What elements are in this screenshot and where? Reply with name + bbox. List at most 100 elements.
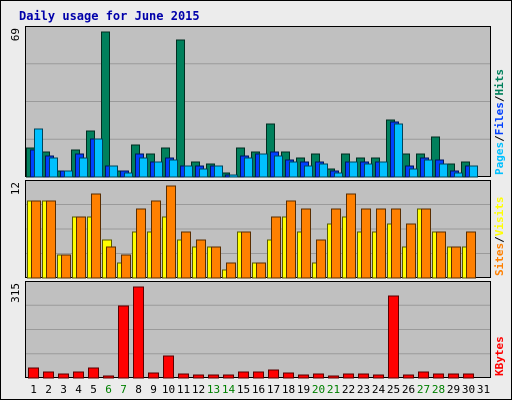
bar-pages-day-6 (109, 165, 118, 178)
bar-kbytes-day-27 (418, 371, 429, 379)
x-tick-label: 3 (60, 383, 67, 396)
bar-pages-day-25 (394, 123, 403, 178)
legend-separator: / (493, 95, 506, 102)
x-tick-label: 16 (252, 383, 265, 396)
bar-pages-day-7 (124, 172, 133, 178)
bar-kbytes-day-25 (388, 295, 399, 379)
bar-sites-day-13 (211, 246, 221, 279)
bar-kbytes-day-5 (88, 367, 99, 379)
x-axis-labels: 1 2 3 4 5 6 7 8 9 10 11 12 13 14 15 16 17 18 19 20 21 22 23 24 2… (30, 383, 490, 396)
bar-pages-day-5 (94, 138, 103, 178)
panel-hits-files-pages: 69 Pages/Files/Hits (9, 26, 506, 178)
bar-kbytes-day-13 (208, 374, 219, 379)
legend-visits-sites: Sites/Visits (493, 197, 506, 277)
bar-kbytes-day-30 (463, 373, 474, 379)
legend-hits-files-pages: Pages/Files/Hits (493, 69, 506, 175)
x-tick-label: 13 (207, 383, 220, 396)
bar-sites-day-17 (271, 216, 281, 279)
bar-kbytes-day-9 (148, 372, 159, 379)
bar-pages-day-19 (304, 165, 313, 178)
bar-sites-day-9 (151, 200, 161, 279)
bar-kbytes-day-12 (193, 374, 204, 379)
bar-sites-day-11 (181, 231, 191, 279)
bar-sites-day-20 (316, 239, 326, 279)
bar-pages-day-26 (409, 168, 418, 178)
bar-sites-day-2 (46, 200, 56, 279)
legend-entry-kbytes: KBytes (493, 336, 506, 376)
x-tick-label: 24 (372, 383, 386, 396)
bar-pages-day-22 (349, 161, 358, 178)
bar-pages-day-9 (154, 161, 163, 178)
bar-sites-day-10 (166, 185, 176, 279)
x-tick-label: 31 (477, 383, 490, 396)
bar-sites-day-23 (361, 208, 371, 279)
bar-kbytes-day-24 (373, 374, 384, 379)
y-max-label: 315 (9, 283, 22, 303)
x-tick-label: 6 (105, 383, 112, 396)
bar-kbytes-day-4 (73, 371, 84, 379)
bar-pages-day-15 (244, 157, 253, 178)
x-tick-label: 9 (150, 383, 157, 396)
bar-kbytes-day-3 (58, 373, 69, 379)
bar-kbytes-day-23 (358, 373, 369, 379)
bar-pages-day-14 (229, 174, 238, 178)
bar-sites-day-28 (436, 231, 446, 279)
bar-pages-day-23 (364, 163, 373, 178)
bar-sites-day-30 (466, 231, 476, 279)
chart-title: Daily usage for June 2015 (19, 9, 200, 23)
y-max-label: 12 (9, 182, 22, 195)
bar-pages-day-28 (439, 163, 448, 178)
x-tick-label: 29 (447, 383, 460, 396)
bar-kbytes-day-7 (118, 305, 129, 379)
legend-entry-sites: Sites (493, 243, 506, 276)
bar-sites-day-4 (76, 216, 86, 279)
bar-pages-day-29 (454, 172, 463, 178)
bar-sites-day-26 (406, 223, 416, 279)
bar-kbytes-day-26 (403, 374, 414, 379)
bar-pages-day-21 (334, 172, 343, 178)
bar-sites-day-7 (121, 254, 131, 279)
bar-sites-day-1 (31, 200, 41, 279)
x-tick-label: 4 (75, 383, 82, 396)
bar-kbytes-day-14 (223, 374, 234, 379)
x-tick-label: 11 (177, 383, 190, 396)
panel-visits-sites: 12 Sites/Visits (9, 180, 506, 279)
legend-separator: / (493, 135, 506, 142)
bar-kbytes-day-10 (163, 355, 174, 379)
bar-pages-day-4 (79, 157, 88, 178)
legend-kbytes: KBytes (493, 336, 506, 376)
bar-sites-day-18 (286, 200, 296, 279)
bar-pages-day-27 (424, 159, 433, 178)
bar-pages-day-2 (49, 157, 58, 178)
bar-pages-day-12 (199, 168, 208, 178)
bar-kbytes-day-18 (283, 372, 294, 379)
bar-kbytes-day-22 (343, 373, 354, 379)
bar-pages-day-3 (64, 170, 73, 178)
bar-hits-day-11 (176, 39, 185, 178)
bar-sites-day-8 (136, 208, 146, 279)
bar-sites-day-3 (61, 254, 71, 279)
x-tick-label: 8 (135, 383, 142, 396)
legend-entry-visits: Visits (493, 197, 506, 237)
bar-pages-day-24 (379, 161, 388, 178)
bar-kbytes-day-17 (268, 369, 279, 379)
bar-kbytes-day-8 (133, 286, 144, 379)
bar-pages-day-18 (289, 161, 298, 178)
panel-kbytes: 315 KBytes (9, 281, 506, 379)
legend-entry-pages: Pages (493, 142, 506, 175)
bar-kbytes-day-6 (103, 375, 114, 379)
y-max-label: 69 (9, 28, 22, 41)
bar-sites-day-15 (241, 231, 251, 279)
bar-pages-day-8 (139, 157, 148, 178)
bar-kbytes-day-2 (43, 371, 54, 379)
bar-pages-day-11 (184, 165, 193, 178)
x-tick-label: 28 (432, 383, 445, 396)
x-tick-label: 17 (267, 383, 280, 396)
chart-panels: 69Pages/Files/Hits12Sites/Visits315KByte… (9, 26, 506, 379)
legend-entry-files: Files (493, 102, 506, 135)
x-tick-label: 25 (387, 383, 400, 396)
x-tick-label: 19 (297, 383, 310, 396)
x-tick-label: 18 (282, 383, 295, 396)
x-tick-label: 14 (222, 383, 236, 396)
x-tick-label: 21 (327, 383, 340, 396)
